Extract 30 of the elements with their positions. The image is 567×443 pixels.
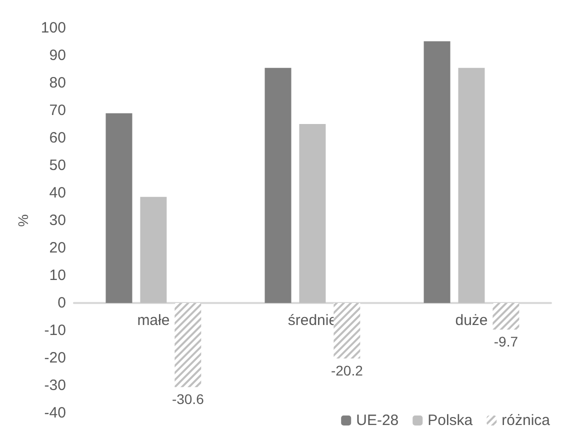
- y-tick-label: 90: [49, 47, 66, 64]
- y-tick-label: 60: [49, 130, 66, 146]
- legend-label: UE-28: [356, 412, 399, 429]
- bar: [264, 68, 292, 303]
- y-tick-label: 80: [49, 74, 66, 92]
- y-tick-label: 40: [49, 184, 66, 202]
- y-tick-label: 0: [58, 294, 66, 312]
- y-tick-label: -30: [44, 377, 66, 394]
- data-label: -9.7: [494, 334, 518, 350]
- data-label: -30.6: [172, 391, 204, 408]
- bar: [458, 68, 485, 303]
- y-tick-label: 100: [40, 20, 66, 36]
- x-tick-label: małe: [137, 312, 170, 329]
- bar: [140, 196, 167, 303]
- y-tick-label: -40: [44, 404, 66, 422]
- y-tick-label: 50: [49, 157, 66, 174]
- y-tick-label: -20: [44, 350, 66, 366]
- y-tick-label: 30: [49, 212, 66, 229]
- y-axis-title: %: [15, 214, 31, 227]
- x-tick-label: duże: [455, 312, 488, 329]
- y-tick-label: 10: [49, 267, 66, 284]
- bar: [106, 113, 132, 303]
- bar: [424, 41, 450, 303]
- bar: [299, 124, 326, 303]
- data-label: -20.2: [330, 362, 364, 379]
- y-tick-label: -10: [44, 322, 66, 339]
- y-tick-label: 70: [49, 102, 66, 119]
- y-tick-label: 20: [49, 240, 66, 256]
- legend-label: różnica: [502, 412, 551, 429]
- legend-label: Polska: [428, 412, 474, 429]
